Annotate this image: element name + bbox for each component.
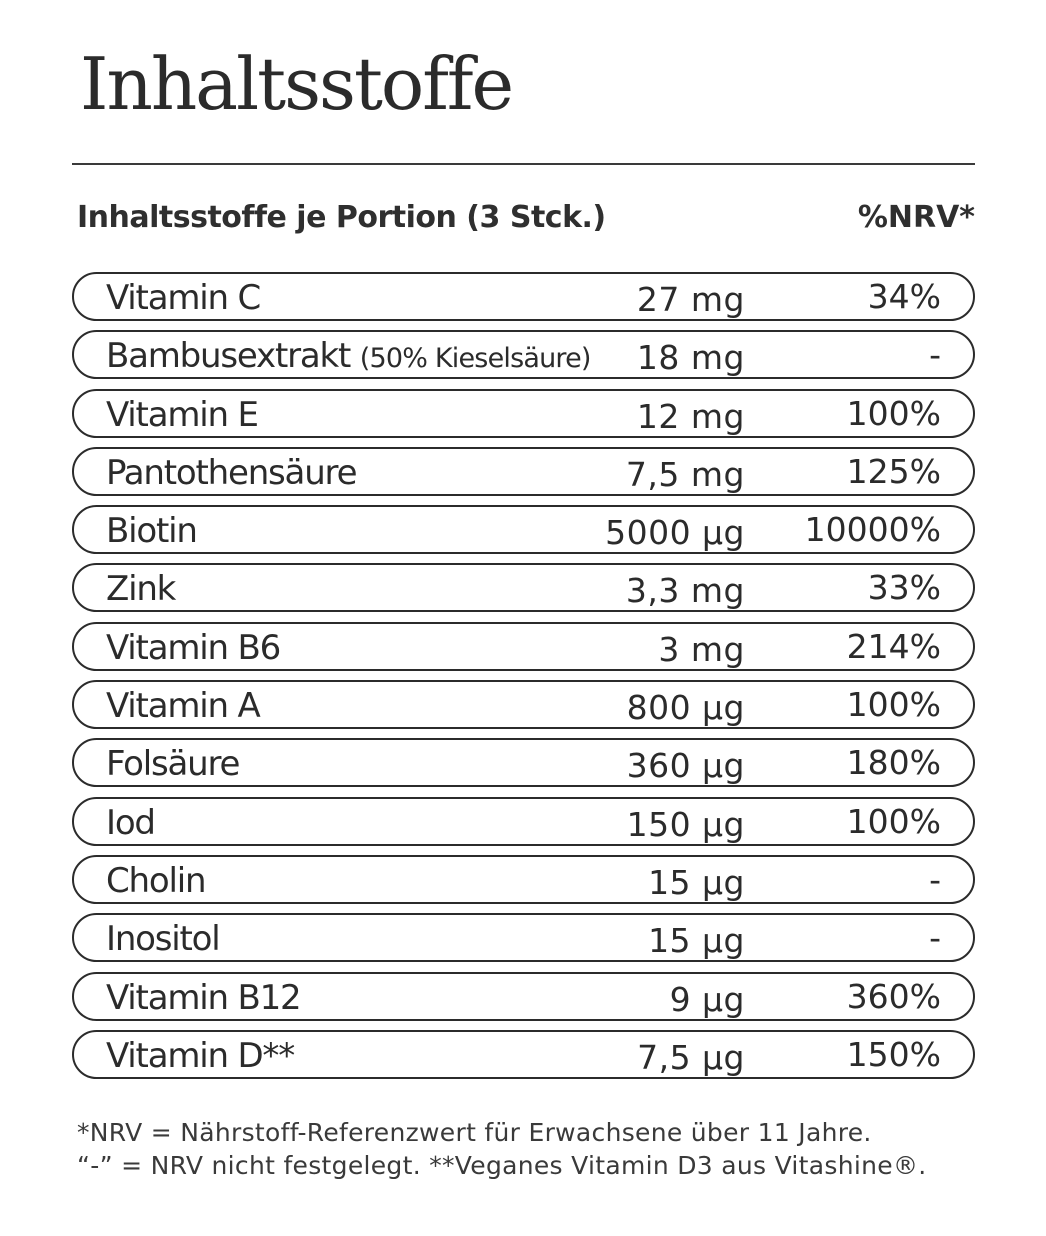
ingredient-amount: 7,5 mg [625,454,745,494]
ingredient-name: Iod [106,802,156,843]
ingredient-amount: 3,3 mg [625,571,745,611]
ingredient-name: Biotin [106,511,198,552]
ingredient-name: Cholin [106,860,207,901]
ingredient-amount: 12 mg [636,396,745,436]
ingredient-row: Inositol 15 µg - [72,913,975,963]
ingredient-nrv: - [929,859,941,899]
ingredient-row: Folsäure 360 µg 180% [72,738,975,788]
ingredient-amount: 15 µg [648,921,745,961]
ingredient-name: Folsäure [106,744,240,785]
ingredient-row: Biotin 5000 µg 10000% [72,505,975,555]
ingredient-name: Pantothensäure [106,452,357,493]
ingredient-row: Pantothensäure 7,5 mg 125% [72,446,975,496]
ingredient-note: (50% Kieselsäure) [359,343,592,375]
footnote-nrv: *NRV = Nährstoff-Referenzwert für Erwach… [77,1118,872,1147]
ingredient-nrv: 10000% [804,510,941,550]
ingredient-name: Vitamin D** [106,1035,295,1076]
ingredient-name: Zink [106,569,176,610]
ingredient-nrv: 34% [867,277,941,316]
ingredient-name: Vitamin B12 [106,977,302,1018]
ingredient-row: Vitamin D** 7,5 µg 150% [72,1029,975,1079]
title-divider [72,163,975,165]
ingredient-row: Zink 3,3 mg 33% [72,563,975,613]
ingredient-name: Vitamin B6 [106,627,281,668]
ingredient-name: Bambusextrakt (50% Kieselsäure) [106,336,592,377]
footnotes: *NRV = Nährstoff-Referenzwert für Erwach… [77,1116,1017,1182]
table-header: Inhaltsstoffe je Portion (3 Stck.) %NRV* [77,200,975,246]
ingredient-row: Vitamin C 27 mg 34% [72,272,975,321]
ingredient-amount: 15 µg [648,862,745,902]
ingredient-name: Vitamin A [106,686,261,727]
ingredient-amount: 5000 µg [605,513,745,553]
ingredient-amount: 150 µg [626,804,745,844]
ingredient-row: Vitamin A 800 µg 100% [72,680,975,730]
footnote-dash: “-” = NRV nicht festgelegt. **Veganes Vi… [77,1151,927,1180]
ingredient-nrv: 214% [846,626,941,666]
ingredient-amount: 27 mg [636,280,745,319]
ingredient-name: Vitamin C [106,278,261,318]
page-title: Inhaltsstoffe [80,42,514,126]
ingredient-row: Bambusextrakt (50% Kieselsäure) 18 mg - [72,330,975,380]
ingredient-name: Vitamin E [106,394,259,435]
ingredient-nrv: 360% [846,976,941,1016]
ingredient-name: Inositol [106,919,221,960]
ingredient-amount: 9 µg [669,979,745,1019]
ingredient-amount: 7,5 µg [637,1037,745,1077]
ingredient-nrv: 33% [867,568,941,608]
ingredient-nrv: 150% [846,1034,941,1074]
ingredient-row: Vitamin E 12 mg 100% [72,388,975,438]
ingredient-nrv: 125% [846,451,941,491]
ingredient-row: Cholin 15 µg - [72,854,975,904]
ingredient-amount: 800 µg [626,688,745,728]
ingredient-amount: 18 mg [636,338,745,378]
table-header-label: Inhaltsstoffe je Portion (3 Stck.) [77,200,606,235]
ingredient-nrv: 180% [846,743,941,783]
ingredient-amount: 3 mg [658,629,745,669]
ingredients-list: Vitamin C 27 mg 34% Bambusextrakt (50% K… [72,272,975,1088]
table-header-nrv: %NRV* [857,200,975,235]
ingredient-nrv: - [929,918,941,958]
ingredient-amount: 360 µg [626,746,745,786]
ingredient-row: Iod 150 µg 100% [72,796,975,846]
ingredient-nrv: 100% [846,685,941,725]
ingredient-nrv: 100% [846,801,941,841]
ingredient-row: Vitamin B12 9 µg 360% [72,971,975,1021]
ingredient-nrv: 100% [846,393,941,433]
ingredient-nrv: - [929,335,941,375]
ingredient-row: Vitamin B6 3 mg 214% [72,621,975,671]
